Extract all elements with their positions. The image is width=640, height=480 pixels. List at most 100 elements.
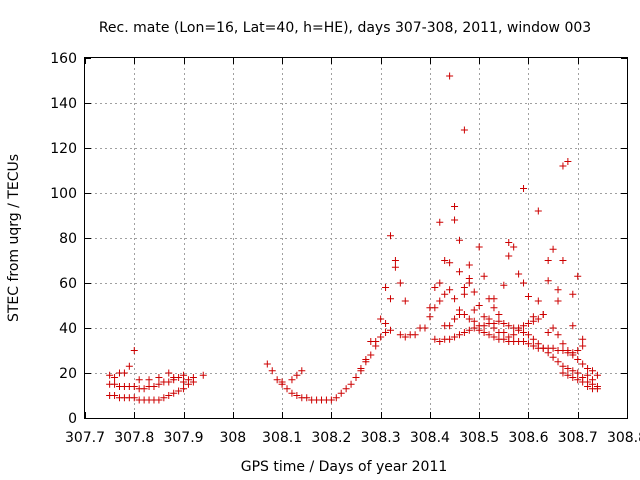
- data-point: [554, 286, 562, 294]
- data-point: [520, 322, 528, 330]
- data-point: [431, 284, 439, 291]
- data-point: [189, 374, 197, 381]
- data-point: [460, 126, 468, 134]
- x-tick-label: 308.3: [361, 430, 401, 446]
- data-point: [411, 331, 419, 339]
- data-point: [515, 324, 523, 332]
- data-point: [500, 335, 508, 343]
- x-tick-label: 308.1: [262, 430, 302, 446]
- data-point: [485, 331, 493, 339]
- data-point: [495, 317, 503, 325]
- data-point: [495, 311, 503, 318]
- data-point: [446, 335, 454, 343]
- y-tick-label: 100: [50, 186, 77, 202]
- data-point: [524, 320, 532, 327]
- data-point: [263, 360, 271, 368]
- data-point: [564, 158, 572, 165]
- data-point: [382, 320, 390, 327]
- data-point: [574, 356, 582, 363]
- data-point: [534, 207, 542, 215]
- data-point: [549, 353, 557, 361]
- data-point: [529, 335, 537, 343]
- data-point: [125, 362, 133, 370]
- data-point: [386, 295, 394, 303]
- data-point: [520, 338, 528, 345]
- data-point: [180, 371, 188, 379]
- data-point: [470, 324, 478, 332]
- data-point: [111, 392, 119, 399]
- y-tick-label: 160: [50, 51, 77, 67]
- data-point: [529, 342, 537, 350]
- x-axis: 307.7 307.8 307.9 308 308.1 308.2 308.3 308.4 30…: [65, 58, 640, 446]
- data-point: [589, 376, 597, 384]
- data-point: [130, 383, 138, 390]
- data-point: [544, 329, 552, 336]
- data-point: [421, 324, 429, 332]
- data-point: [111, 374, 119, 381]
- data-point: [451, 295, 459, 303]
- data-point: [426, 313, 434, 321]
- data-point: [559, 362, 567, 370]
- data-point: [490, 324, 498, 332]
- data-point: [465, 326, 473, 334]
- data-point: [441, 257, 449, 264]
- data-point: [170, 389, 178, 397]
- data-point: [165, 378, 173, 386]
- data-point: [130, 347, 138, 354]
- data-point: [584, 383, 592, 390]
- data-point: [593, 371, 601, 379]
- data-point: [130, 394, 138, 402]
- data-point: [554, 297, 562, 305]
- data-point: [293, 371, 301, 379]
- x-axis-label: GPS time / Days of year 2011: [241, 459, 448, 475]
- data-point: [455, 311, 463, 318]
- data-point: [569, 351, 577, 359]
- data-point: [460, 290, 468, 298]
- data-point: [460, 284, 468, 291]
- data-point: [327, 396, 335, 404]
- data-point: [559, 257, 567, 264]
- data-point: [544, 277, 552, 285]
- y-tick-label: 60: [59, 276, 77, 292]
- data-point: [500, 281, 508, 289]
- data-point: [446, 286, 454, 294]
- data-point: [436, 338, 444, 345]
- data-point: [465, 315, 473, 323]
- data-point: [574, 376, 582, 384]
- x-tick-label: 307.9: [163, 430, 203, 446]
- data-point: [401, 297, 409, 305]
- data-point: [298, 367, 306, 375]
- data-point: [426, 304, 434, 312]
- data-point: [505, 239, 513, 246]
- plot-frame: [84, 57, 628, 419]
- data-point: [500, 329, 508, 336]
- data-point: [170, 374, 178, 381]
- y-axis-label: STEC from uqrg / TECUs: [6, 154, 22, 322]
- x-tick-label: 308.4: [410, 430, 450, 446]
- data-point: [396, 331, 404, 339]
- x-tick-label: 308.7: [558, 430, 598, 446]
- data-point: [549, 245, 557, 253]
- x-tick-label: 307.7: [65, 430, 105, 446]
- data-point: [377, 315, 385, 323]
- data-point: [357, 365, 365, 372]
- x-tick-label: 308.5: [459, 430, 499, 446]
- data-point: [569, 367, 577, 375]
- data-point: [564, 347, 572, 354]
- data-point: [436, 279, 444, 287]
- data-point: [460, 329, 468, 336]
- data-point: [362, 356, 370, 363]
- data-point: [574, 272, 582, 280]
- data-point: [515, 270, 523, 278]
- data-point: [155, 374, 163, 381]
- data-point: [465, 261, 473, 269]
- y-tick-label: 80: [59, 231, 77, 247]
- data-point: [559, 369, 567, 377]
- data-point: [367, 351, 375, 359]
- data-point: [288, 376, 296, 384]
- data-point: [288, 389, 296, 397]
- data-point: [352, 374, 360, 381]
- x-tick-label: 308: [219, 430, 246, 446]
- data-point: [199, 371, 207, 379]
